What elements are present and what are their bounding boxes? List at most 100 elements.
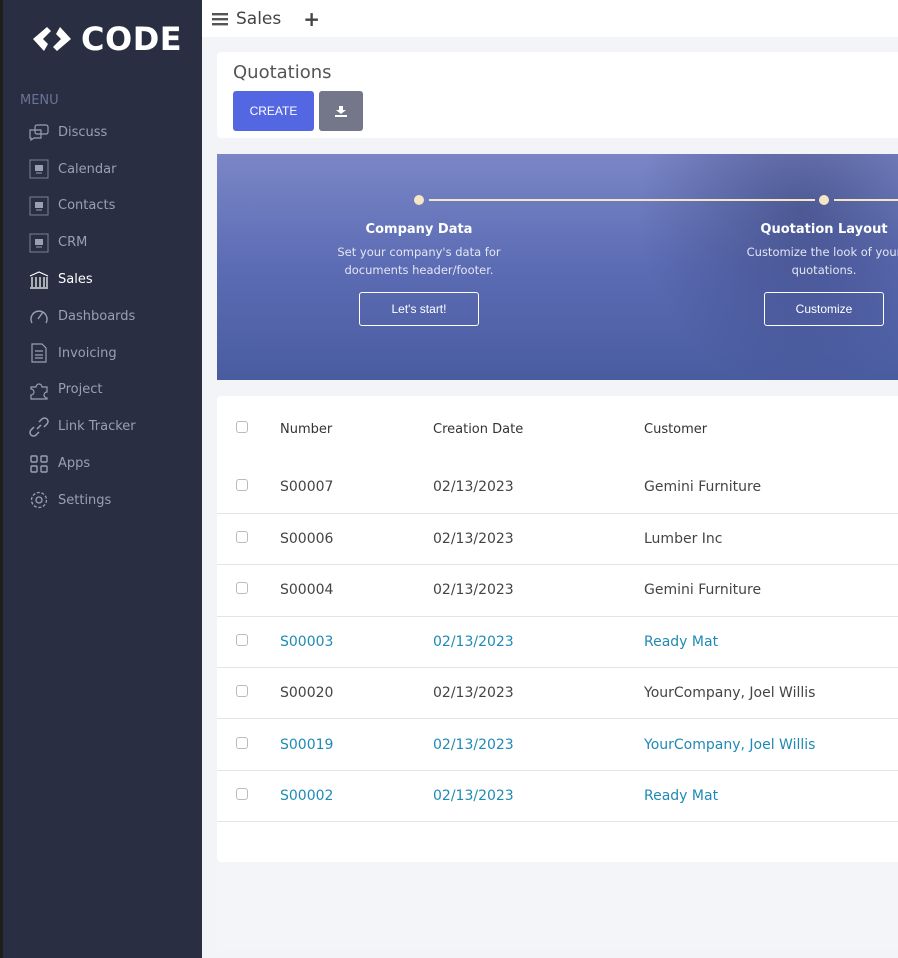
sidebar-item-label: Sales [58,272,93,288]
sidebar: CODE MENU Discuss Calendar Contacts CRM Sale… [0,0,202,958]
cell-customer: Ready Mat [644,770,898,823]
cell-customer: YourCompany, Joel Willis [644,718,898,771]
sidebar-item-label: Project [58,382,103,398]
cell-creation-date: 02/13/2023 [433,513,644,566]
control-panel: Quotations CREATE [217,52,898,138]
row-checkbox[interactable] [236,633,248,646]
sidebar-item-label: Calendar [58,161,117,177]
app-title: Sales [236,8,282,29]
sidebar-item-discuss[interactable]: Discuss [29,114,199,151]
cell-creation-date: 02/13/2023 [433,616,644,669]
download-button[interactable] [319,91,363,131]
brand-name: CODE [81,20,183,58]
step-dot [819,195,829,205]
table-row[interactable]: S00006 02/13/2023 Lumber Inc [217,513,898,566]
sidebar-item-dashboards[interactable]: Dashboards [29,298,199,335]
cell-customer: Gemini Furniture [644,462,898,514]
row-checkbox[interactable] [236,582,248,595]
row-checkbox[interactable] [236,736,248,749]
sidebar-item-label: Apps [58,456,91,472]
sidebar-item-project[interactable]: Project [29,372,199,409]
cell-number: S00020 [280,667,433,720]
menu-label: MENU [20,93,59,108]
sidebar-item-label: Discuss [58,124,108,140]
create-button[interactable]: CREATE [233,91,314,131]
step-description: quotations. [791,263,857,277]
customize-button[interactable]: Customize [764,292,884,326]
cell-number: S00006 [280,513,433,566]
cell-creation-date: 02/13/2023 [433,564,644,617]
cell-customer: Ready Mat [644,616,898,669]
table-row[interactable]: S00007 02/13/2023 Gemini Furniture [217,462,898,514]
sidebar-nav: Discuss Calendar Contacts CRM Sales Dashboard… [29,114,199,519]
download-icon [335,105,347,117]
onboarding-banner: Company Data Set your company's data for… [217,154,898,380]
sidebar-item-apps[interactable]: Apps [29,445,199,482]
step-connector [429,199,815,201]
speedometer-icon [29,306,49,326]
code-logo-icon [33,27,71,51]
app-placeholder-icon [29,159,49,179]
row-checkbox[interactable] [236,685,248,698]
gear-icon [29,490,49,510]
table-row[interactable]: S00020 02/13/2023 YourCompany, Joel Willis [217,667,898,720]
step-title: Company Data [365,222,473,237]
sidebar-item-label: Invoicing [58,345,117,361]
table-row[interactable]: S00003 02/13/2023 Ready Mat [217,616,898,669]
list-footer-area [217,862,898,950]
sidebar-item-calendar[interactable]: Calendar [29,151,199,188]
grid-icon [29,454,49,474]
link-icon [29,416,49,437]
cell-creation-date: 02/13/2023 [433,667,644,720]
table-header: Number Creation Date Customer [217,396,898,462]
sidebar-item-sales[interactable]: Sales [29,261,199,298]
cell-customer: Lumber Inc [644,513,898,566]
column-number[interactable]: Number [280,421,333,437]
table-row[interactable]: S00004 02/13/2023 Gemini Furniture [217,564,898,617]
sidebar-item-label: Link Tracker [58,419,136,435]
sidebar-item-label: Settings [58,492,112,508]
cell-creation-date: 02/13/2023 [433,462,644,514]
sidebar-item-crm[interactable]: CRM [29,224,199,261]
page-title: Quotations [233,62,332,83]
step-connector [834,199,898,201]
add-menu-button[interactable]: + [303,6,321,31]
lets-start-button[interactable]: Let's start! [359,292,479,326]
quotations-list: Number Creation Date Customer S00007 02/1… [217,396,898,862]
step-description: Set your company's data for [337,245,501,259]
bank-icon [29,270,49,290]
row-checkbox[interactable] [236,531,248,544]
sidebar-item-contacts[interactable]: Contacts [29,188,199,225]
step-title: Quotation Layout [760,222,888,237]
step-dot [414,195,424,205]
step-description: documents header/footer. [344,263,494,277]
cell-number: S00003 [280,616,433,669]
logo[interactable]: CODE [31,20,182,58]
cell-creation-date: 02/13/2023 [433,770,644,823]
top-bar: Sales + [202,0,898,37]
sidebar-item-label: Dashboards [58,308,136,324]
background-photo [637,154,898,380]
sidebar-item-invoicing[interactable]: Invoicing [29,335,199,372]
column-creation-date[interactable]: Creation Date [433,421,524,437]
step-company-data: Company Data Set your company's data for… [289,222,549,326]
cell-customer: YourCompany, Joel Willis [644,667,898,720]
cell-customer: Gemini Furniture [644,564,898,617]
cell-number: S00002 [280,770,433,823]
cell-number: S00007 [280,462,433,514]
step-description: Customize the look of your [746,245,898,259]
sidebar-item-link-tracker[interactable]: Link Tracker [29,408,199,445]
row-checkbox[interactable] [236,479,248,492]
table-row[interactable]: S00019 02/13/2023 YourCompany, Joel Willis [217,718,898,771]
column-customer[interactable]: Customer [644,421,708,437]
cell-creation-date: 02/13/2023 [433,718,644,771]
table-row[interactable]: S00002 02/13/2023 Ready Mat [217,770,898,823]
puzzle-icon [29,380,49,400]
app-placeholder-icon [29,196,49,216]
sidebar-item-label: Contacts [58,198,116,214]
cell-number: S00004 [280,564,433,617]
sidebar-item-settings[interactable]: Settings [29,482,199,519]
select-all-checkbox[interactable] [236,420,248,433]
row-checkbox[interactable] [236,788,248,801]
hamburger-menu-icon[interactable] [212,12,228,26]
